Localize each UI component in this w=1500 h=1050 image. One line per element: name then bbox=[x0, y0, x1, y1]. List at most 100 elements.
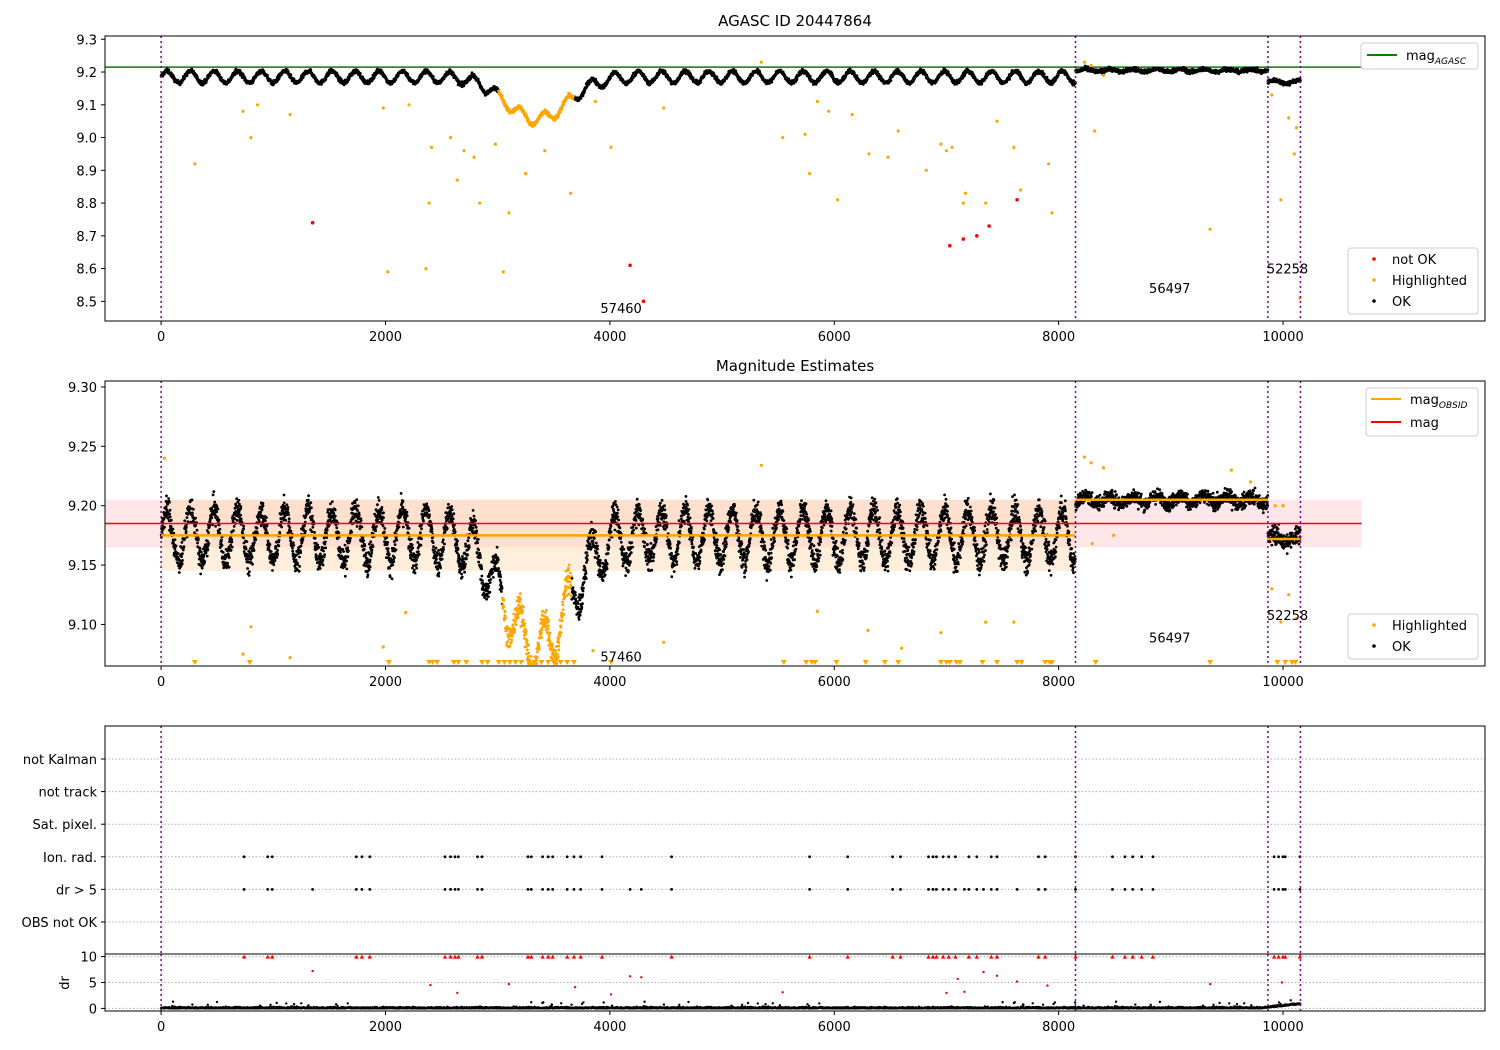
ok-point bbox=[203, 559, 206, 563]
ok-point bbox=[396, 74, 400, 78]
ok-point bbox=[207, 542, 211, 545]
highlighted-point bbox=[593, 99, 597, 104]
highlighted-point bbox=[781, 136, 785, 140]
highlighted-point bbox=[995, 119, 999, 123]
ok-point bbox=[217, 73, 221, 76]
highlighted-point bbox=[560, 107, 564, 111]
ok-point bbox=[168, 500, 171, 504]
highlighted-point bbox=[193, 162, 197, 166]
x-tick-label: 4000 bbox=[593, 330, 626, 345]
ok-point bbox=[1042, 72, 1046, 76]
y-tick-label: 8.9 bbox=[76, 164, 97, 179]
ok-point bbox=[169, 525, 173, 528]
highlighted-point bbox=[963, 191, 968, 195]
ok-point bbox=[358, 71, 362, 75]
ok-point bbox=[200, 566, 204, 570]
ok-point bbox=[795, 77, 799, 81]
highlighted-point bbox=[472, 155, 476, 159]
highlighted-point bbox=[939, 142, 943, 146]
obsid-label: 52258 bbox=[1267, 263, 1308, 278]
highlighted-point bbox=[562, 103, 566, 107]
ok-point bbox=[242, 527, 246, 531]
ok-point bbox=[199, 550, 203, 554]
highlighted-point bbox=[569, 191, 573, 195]
ok-point bbox=[770, 80, 774, 84]
ok-point bbox=[194, 516, 198, 520]
ok-point bbox=[195, 528, 199, 532]
ok-point bbox=[215, 505, 219, 508]
highlighted-point bbox=[462, 149, 466, 153]
ok-point bbox=[239, 513, 243, 517]
highlighted-point bbox=[803, 132, 807, 136]
highlighted-point bbox=[256, 103, 260, 107]
ok-point bbox=[230, 540, 234, 544]
highlighted-point bbox=[1050, 211, 1054, 215]
ok-point bbox=[1045, 75, 1049, 79]
ok-point bbox=[176, 552, 180, 555]
y-tick-label: 8.8 bbox=[76, 197, 97, 212]
highlighted-point bbox=[944, 149, 949, 153]
ok-point bbox=[431, 75, 435, 78]
ok-point bbox=[167, 68, 171, 72]
highlighted-point bbox=[836, 198, 840, 202]
ok-point bbox=[232, 525, 236, 528]
ok-point bbox=[235, 519, 239, 522]
highlighted-point bbox=[1093, 129, 1097, 133]
ok-point bbox=[192, 507, 195, 511]
ok-point bbox=[220, 538, 223, 542]
highlighted-point bbox=[1018, 188, 1023, 192]
ok-point bbox=[165, 494, 168, 498]
ok-point bbox=[163, 525, 166, 529]
ok-point bbox=[212, 490, 216, 493]
not-ok-point bbox=[948, 243, 952, 248]
ok-point bbox=[173, 538, 177, 542]
highlighted-point bbox=[455, 178, 459, 182]
legend-marker-ok bbox=[1372, 299, 1376, 303]
ok-point bbox=[183, 519, 187, 523]
ok-point bbox=[239, 517, 243, 521]
ok-point bbox=[232, 529, 235, 533]
ok-point bbox=[246, 567, 250, 570]
ok-point bbox=[1008, 77, 1011, 81]
not-ok-point bbox=[987, 224, 991, 228]
ok-point bbox=[309, 68, 313, 72]
ok-point bbox=[171, 527, 175, 531]
panel2-title: Magnitude Estimates bbox=[716, 357, 874, 375]
ok-point bbox=[218, 527, 222, 531]
ok-point bbox=[220, 544, 224, 547]
highlighted-point bbox=[1082, 60, 1087, 64]
ok-point bbox=[213, 500, 217, 504]
highlighted-point bbox=[381, 106, 385, 110]
x-tick-label: 8000 bbox=[1042, 330, 1075, 345]
ok-point bbox=[242, 536, 245, 540]
legend-marker-highlighted bbox=[1372, 278, 1376, 282]
ok-point bbox=[162, 518, 166, 521]
ok-point bbox=[239, 505, 243, 508]
ok-point bbox=[196, 541, 199, 545]
ok-point bbox=[193, 531, 196, 534]
ok-point bbox=[184, 529, 188, 533]
ok-point bbox=[1266, 68, 1270, 72]
ok-point bbox=[289, 73, 293, 77]
ok-point bbox=[168, 512, 172, 516]
not-ok-point bbox=[1015, 198, 1019, 202]
x-tick-label: 6000 bbox=[818, 330, 851, 345]
y-tick-label: 8.6 bbox=[76, 263, 97, 278]
ok-point bbox=[265, 73, 269, 77]
ok-point bbox=[230, 545, 234, 549]
x-tick-label: 2000 bbox=[369, 330, 402, 345]
panel1-legend-top: magAGASC bbox=[1360, 42, 1479, 70]
ok-point bbox=[889, 79, 893, 83]
ok-point bbox=[229, 548, 233, 552]
legend-label-ok: OK bbox=[1392, 295, 1411, 310]
ok-point bbox=[181, 559, 184, 562]
not-ok-point bbox=[961, 237, 966, 241]
y-tick-label: 9.1 bbox=[76, 99, 97, 114]
ok-point bbox=[210, 509, 214, 512]
panel1-title: AGASC ID 20447864 bbox=[718, 12, 872, 30]
ok-point bbox=[379, 68, 383, 72]
ok-point bbox=[198, 546, 202, 550]
highlighted-point bbox=[501, 270, 505, 274]
highlighted-point bbox=[1294, 126, 1299, 130]
highlighted-point bbox=[815, 99, 820, 104]
